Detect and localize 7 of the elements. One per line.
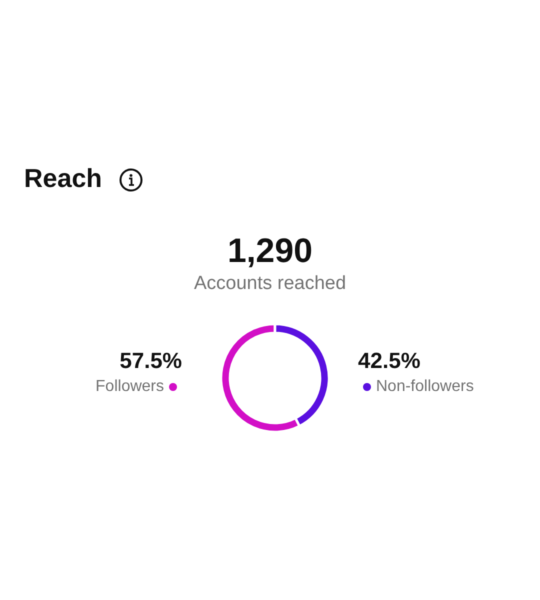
- data-label: 42.5%: [358, 348, 422, 374]
- text: 1,290: [226, 232, 314, 271]
- chart-title: Reach: [24, 163, 102, 194]
- slice-label: Followers: [94, 378, 165, 396]
- legend-label: Non-followers: [375, 378, 475, 396]
- text: Accounts reached: [192, 273, 348, 295]
- data-label: 57.5%: [118, 348, 182, 374]
